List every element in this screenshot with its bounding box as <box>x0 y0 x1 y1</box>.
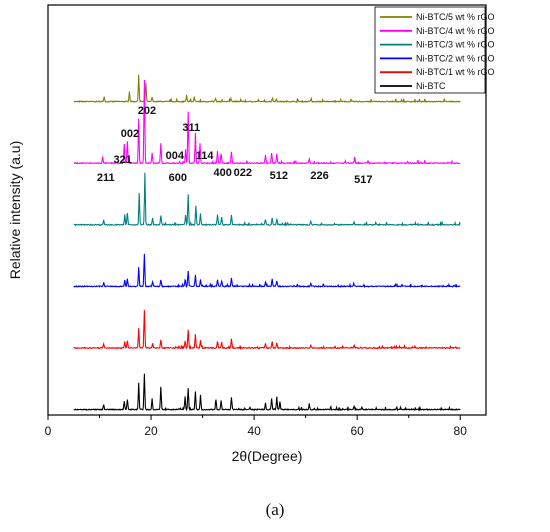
peak-label: 226 <box>310 170 328 182</box>
legend-label: Ni-BTC/1 wt % rGO <box>416 67 495 77</box>
series-line <box>73 172 461 227</box>
legend-label: Ni-BTC/4 wt % rGO <box>416 26 495 36</box>
legend-label: Ni-BTC/5 wt % rGO <box>416 12 495 22</box>
legend-items: Ni-BTC/5 wt % rGO Ni-BTC/4 wt % rGO Ni-BTC… <box>380 12 495 91</box>
peak-label: 211 <box>97 172 115 184</box>
y-axis-title: Relative intensity (a.u) <box>7 141 23 280</box>
plot-frame <box>47 4 487 416</box>
legend: Ni-BTC/5 wt % rGO Ni-BTC/4 wt % rGO Ni-BTC… <box>374 6 495 94</box>
peak-label: 004 <box>166 150 185 162</box>
series-line <box>73 373 461 412</box>
x-tick-label: 60 <box>350 424 364 438</box>
peak-label: 002 <box>121 128 139 140</box>
series-line <box>73 74 461 104</box>
legend-label: Ni-BTC <box>416 81 446 91</box>
peak-label: 600 <box>169 172 187 184</box>
peak-annotations: 211 321 002 202 600 004 311 114 400 022 512 226 517 <box>97 105 373 186</box>
x-tick-label: 80 <box>454 424 468 438</box>
plot-border <box>47 4 487 416</box>
xrd-chart: 0 20 40 60 80 211 321 002 202 600 004 311 114 400 022… <box>7 4 495 464</box>
peak-label: 517 <box>354 174 372 186</box>
series-line <box>73 79 461 166</box>
x-tick-label: 0 <box>45 424 52 438</box>
x-tick-label: 40 <box>247 424 261 438</box>
peak-label: 400 <box>214 167 232 179</box>
peak-label: 512 <box>270 170 288 182</box>
peak-label: 311 <box>182 122 200 134</box>
legend-box <box>374 6 486 94</box>
series-layer <box>73 74 461 412</box>
series-line <box>73 310 461 351</box>
x-axis-title: 2θ(Degree) <box>232 448 303 464</box>
peak-label: 202 <box>138 105 156 117</box>
figure-caption: (a) <box>265 500 285 519</box>
peak-label: 321 <box>114 154 132 166</box>
legend-label: Ni-BTC/2 wt % rGO <box>416 53 495 63</box>
x-tick-label: 20 <box>144 424 158 438</box>
peak-label: 114 <box>196 150 215 162</box>
legend-label: Ni-BTC/3 wt % rGO <box>416 40 495 50</box>
peak-label: 022 <box>234 167 252 179</box>
x-axis-ticks: 0 20 40 60 80 <box>45 415 468 438</box>
series-line <box>73 253 461 289</box>
